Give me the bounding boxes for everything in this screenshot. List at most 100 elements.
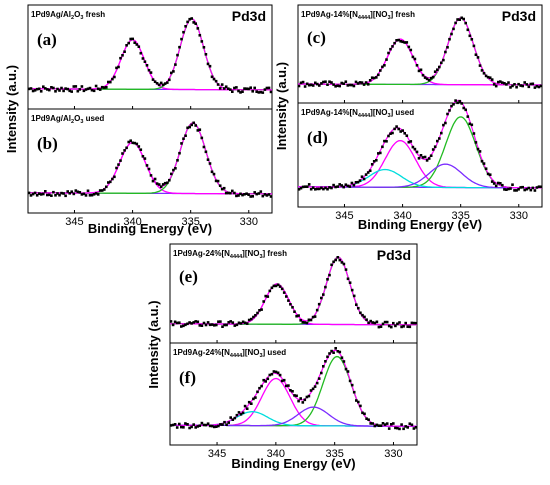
data-point (537, 85, 541, 89)
data-point (390, 325, 393, 329)
data-point (287, 299, 290, 302)
data-point (367, 418, 370, 421)
data-point (324, 285, 327, 289)
panel-e: (e) 1Pd9Ag-24%[N4444][NO3] fresh Pd3d (169, 243, 418, 344)
sample-name-part: ][NO (370, 108, 387, 117)
data-point (350, 288, 354, 292)
data-point (180, 425, 183, 429)
data-point (262, 378, 265, 382)
data-point (436, 68, 439, 71)
sample-name: 1Pd9Ag-14%[N4444][NO3] used (301, 108, 414, 119)
component-2 (298, 116, 542, 189)
data-point (52, 190, 55, 194)
data-point (521, 84, 524, 88)
data-point (535, 85, 539, 88)
data-point (159, 185, 163, 188)
data-point (334, 258, 337, 262)
data-point (297, 314, 300, 317)
data-point (390, 423, 393, 426)
data-point (406, 426, 409, 429)
data-point (413, 57, 417, 61)
component-1 (28, 39, 272, 91)
data-point (257, 91, 261, 94)
data-point (313, 385, 317, 388)
data-point (141, 57, 145, 60)
data-point (470, 123, 474, 127)
sample-name-part: fresh (83, 10, 105, 19)
data-point (454, 21, 457, 25)
data-point (243, 193, 246, 196)
data-point (370, 76, 374, 79)
data-point (346, 277, 350, 281)
data-point (340, 356, 344, 359)
data-point (194, 426, 197, 429)
data-point (334, 85, 337, 88)
data-point (352, 183, 356, 187)
data-point (417, 69, 421, 73)
data-point (46, 88, 49, 91)
element-label: Pd3d (377, 247, 411, 263)
data-point (342, 185, 345, 189)
data-point (264, 294, 267, 298)
data-point (272, 370, 276, 373)
data-point (346, 370, 350, 373)
data-point (62, 192, 65, 195)
data-point (303, 185, 307, 188)
data-point (490, 78, 494, 81)
data-point (403, 132, 406, 135)
data-point (346, 84, 350, 87)
data-point (472, 132, 476, 135)
data-point (531, 186, 535, 190)
data-point (92, 193, 96, 196)
data-point (37, 192, 41, 195)
data-point (371, 422, 374, 425)
data-point (103, 86, 106, 89)
data-point (48, 88, 51, 92)
data-point (198, 324, 202, 327)
data-point (39, 193, 43, 196)
data-point (396, 426, 399, 430)
data-point (123, 50, 126, 53)
data-point (375, 159, 378, 162)
data-point (357, 400, 360, 404)
component-2 (298, 17, 542, 86)
data-point (513, 189, 516, 192)
data-point (523, 188, 526, 192)
data-point (206, 321, 210, 324)
data-point (336, 84, 339, 87)
data-point (303, 85, 307, 88)
data-point (397, 127, 400, 131)
data-point (215, 323, 218, 327)
data-point (247, 400, 251, 404)
data-point (301, 80, 305, 84)
data-point (301, 185, 305, 189)
data-point (68, 192, 71, 195)
data-point (355, 399, 358, 402)
data-point (363, 315, 366, 319)
data-point (381, 322, 385, 326)
data-point (78, 191, 82, 194)
data-point (359, 404, 362, 408)
data-point (186, 423, 189, 426)
data-point (387, 51, 390, 55)
data-point (113, 175, 116, 179)
data-point (262, 300, 265, 303)
data-point (255, 192, 258, 196)
data-point (379, 151, 382, 155)
data-point (176, 159, 179, 162)
data-point (517, 188, 520, 191)
data-point (261, 91, 265, 94)
data-point (239, 322, 243, 325)
data-point (501, 81, 504, 84)
data-point (202, 423, 206, 427)
data-point (438, 137, 441, 140)
data-point (213, 324, 216, 327)
data-point (525, 187, 529, 191)
data-point (375, 423, 379, 427)
data-point (427, 157, 431, 160)
data-point (241, 320, 245, 324)
data-point (169, 424, 173, 427)
data-point (223, 323, 226, 327)
data-point (361, 313, 364, 317)
data-point (285, 295, 288, 298)
